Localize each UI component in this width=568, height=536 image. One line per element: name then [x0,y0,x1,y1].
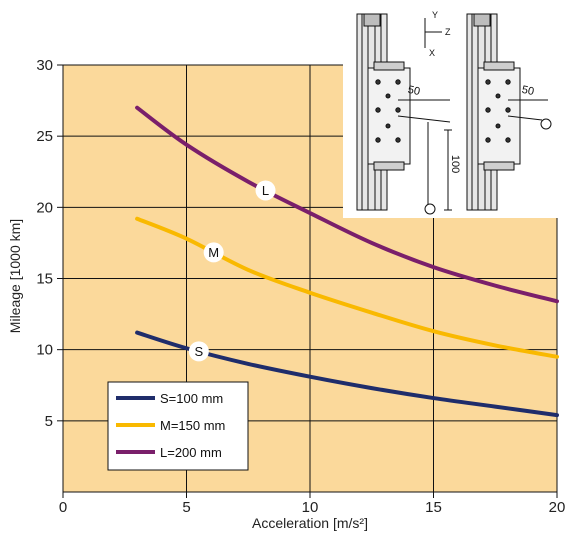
legend: S=100 mm M=150 mm L=200 mm [107,381,249,471]
y-tick-label: 10 [36,342,53,359]
right-offset-label: 50 [521,84,535,98]
left-carriage-plate [367,61,411,171]
inset-drawing: 50 100 Y Z X [343,0,568,218]
series-marker-label: M [208,245,219,260]
x-axis-label: Acceleration [m/s²] [252,515,368,531]
axis-y-label: Y [432,10,438,20]
x-tick-label: 10 [302,499,319,516]
axis-x-label: X [429,48,435,58]
legend-label: M=150 mm [160,418,225,433]
y-tick-label: 5 [45,413,53,430]
series-marker-l [255,180,276,201]
legend-label: S=100 mm [160,391,223,406]
x-tick-label: 0 [59,499,67,516]
y-axis-label: Mileage [1000 km] [7,219,23,333]
left-load-arm [397,99,452,215]
legend-label: L=200 mm [160,445,222,460]
right-carriage-plate [477,61,521,171]
right-load-arm [507,99,552,130]
x-tick-label: 20 [549,499,566,516]
x-tick-label: 5 [182,499,190,516]
series-marker-label: S [195,344,204,359]
coordinate-axes [424,18,442,48]
series-marker-m [203,242,224,263]
y-tick-label: 15 [36,271,53,288]
series-marker-label: L [262,183,269,198]
vertical-offset-label: 100 [449,155,461,173]
series-marker-s [188,341,209,362]
left-offset-label: 50 [407,84,421,98]
series-markers: S M L [188,180,276,362]
y-tick-label: 20 [36,199,53,216]
series-line-l [135,105,559,304]
y-tick-label: 30 [36,57,53,74]
x-tick-label: 15 [425,499,442,516]
y-tick-label: 25 [36,128,53,145]
axis-z-label: Z [445,27,451,37]
tick-labels: 0 5 10 15 20 5 10 15 20 25 30 [36,57,565,516]
series-line-m [135,216,559,359]
